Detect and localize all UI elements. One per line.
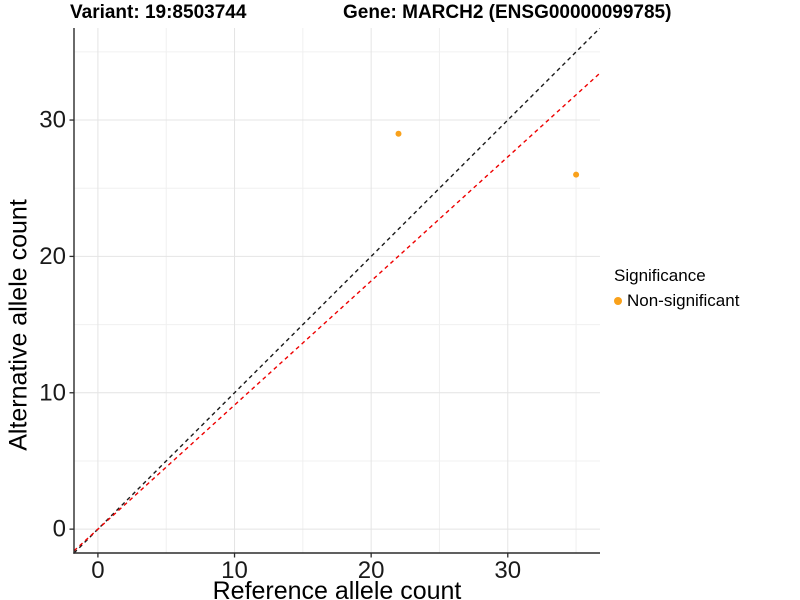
- gene-title: Gene: MARCH2 (ENSG00000099785): [343, 2, 672, 23]
- y-tick-label: 30: [39, 107, 66, 134]
- expected-ratio-line: [74, 72, 600, 552]
- legend-item-label: Non-significant: [627, 291, 740, 310]
- y-tick-label: 10: [39, 379, 66, 406]
- y-tick-label: 20: [39, 243, 66, 270]
- data-point: [395, 130, 402, 137]
- x-tick-label: 10: [221, 557, 248, 584]
- data-point: [573, 171, 580, 178]
- legend-item-non-significant: Non-significant: [614, 291, 739, 311]
- x-axis-label: Reference allele count: [212, 577, 462, 600]
- identity-line: [74, 28, 600, 553]
- legend-point-icon: [614, 297, 622, 305]
- y-tick-label: 0: [53, 516, 66, 543]
- x-tick-label: 30: [494, 557, 521, 584]
- x-tick-label: 0: [91, 557, 104, 584]
- x-tick-label: 20: [358, 557, 385, 584]
- variant-title: Variant: 19:8503744: [70, 2, 247, 23]
- legend-title: Significance: [614, 266, 706, 285]
- legend: Significance Non-significant: [614, 266, 739, 311]
